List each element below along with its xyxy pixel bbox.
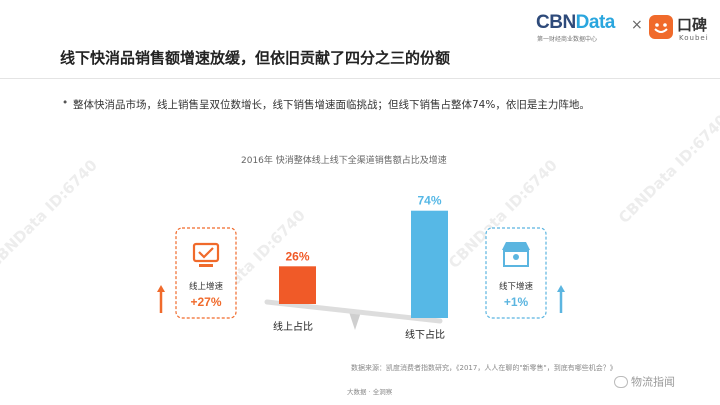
brand-header: CBNData 第一财经商业数据中心 × 口碑 Koubei [536, 12, 716, 46]
cbndata-logo: CBNData [536, 12, 615, 33]
growth-value-offline: +1% [504, 295, 529, 309]
bar-online [279, 266, 316, 304]
koubei-name: 口碑 [677, 16, 708, 34]
koubei-logo-icon [649, 15, 673, 39]
data-source: 数据来源：凯度消费者指数研究，《2017，人人在聊的"新零售"，到底有哪些机会？… [351, 364, 617, 372]
growth-badge-offline [485, 227, 547, 319]
bullet-text: 整体快消品市场，线上销售呈双位数增长，线下销售增速面临挑战；但线下销售占整体74… [73, 99, 590, 111]
growth-label-online: 线上增速 [189, 281, 224, 292]
growth-value-online: +27% [190, 295, 221, 309]
bullet-dot: • [62, 97, 69, 109]
bar-offline [411, 210, 448, 318]
monitor-stand-icon [199, 264, 213, 267]
growth-badge-online [175, 227, 237, 319]
data-label-offline: 74% [417, 194, 441, 208]
arrow-up-icon [557, 285, 565, 292]
scale-pivot [349, 312, 361, 330]
computer-monitor-icon [192, 242, 220, 263]
wechat-account: 物流指闻 [614, 371, 675, 390]
wechat-icon [614, 375, 628, 388]
footer-slogan: 大数据 · 全洞察 [347, 388, 393, 396]
category-label-offline: 线下占比 [405, 328, 445, 341]
growth-label-offline: 线下增速 [499, 281, 534, 292]
storefront-awning-icon [502, 242, 530, 250]
page-title: 线下快消品销售额增速放缓，但依旧贡献了四分之三的份额 [60, 49, 451, 67]
category-label-online: 线上占比 [273, 320, 313, 333]
koubei-subtitle: Koubei [679, 34, 709, 42]
cbndata-tagline: 第一财经商业数据中心 [537, 36, 598, 43]
arrow-up-icon [157, 285, 165, 292]
title-divider [0, 78, 720, 79]
wechat-account-name: 物流指闻 [631, 375, 675, 389]
chart-title: 2016年 快消整体线上线下全渠道销售额占比及增速 [241, 156, 447, 166]
location-pin-icon [513, 254, 519, 260]
checkmark-icon [198, 247, 214, 259]
storefront-body-icon [503, 250, 529, 267]
data-label-online: 26% [285, 249, 309, 263]
brand-separator: × [631, 17, 643, 33]
